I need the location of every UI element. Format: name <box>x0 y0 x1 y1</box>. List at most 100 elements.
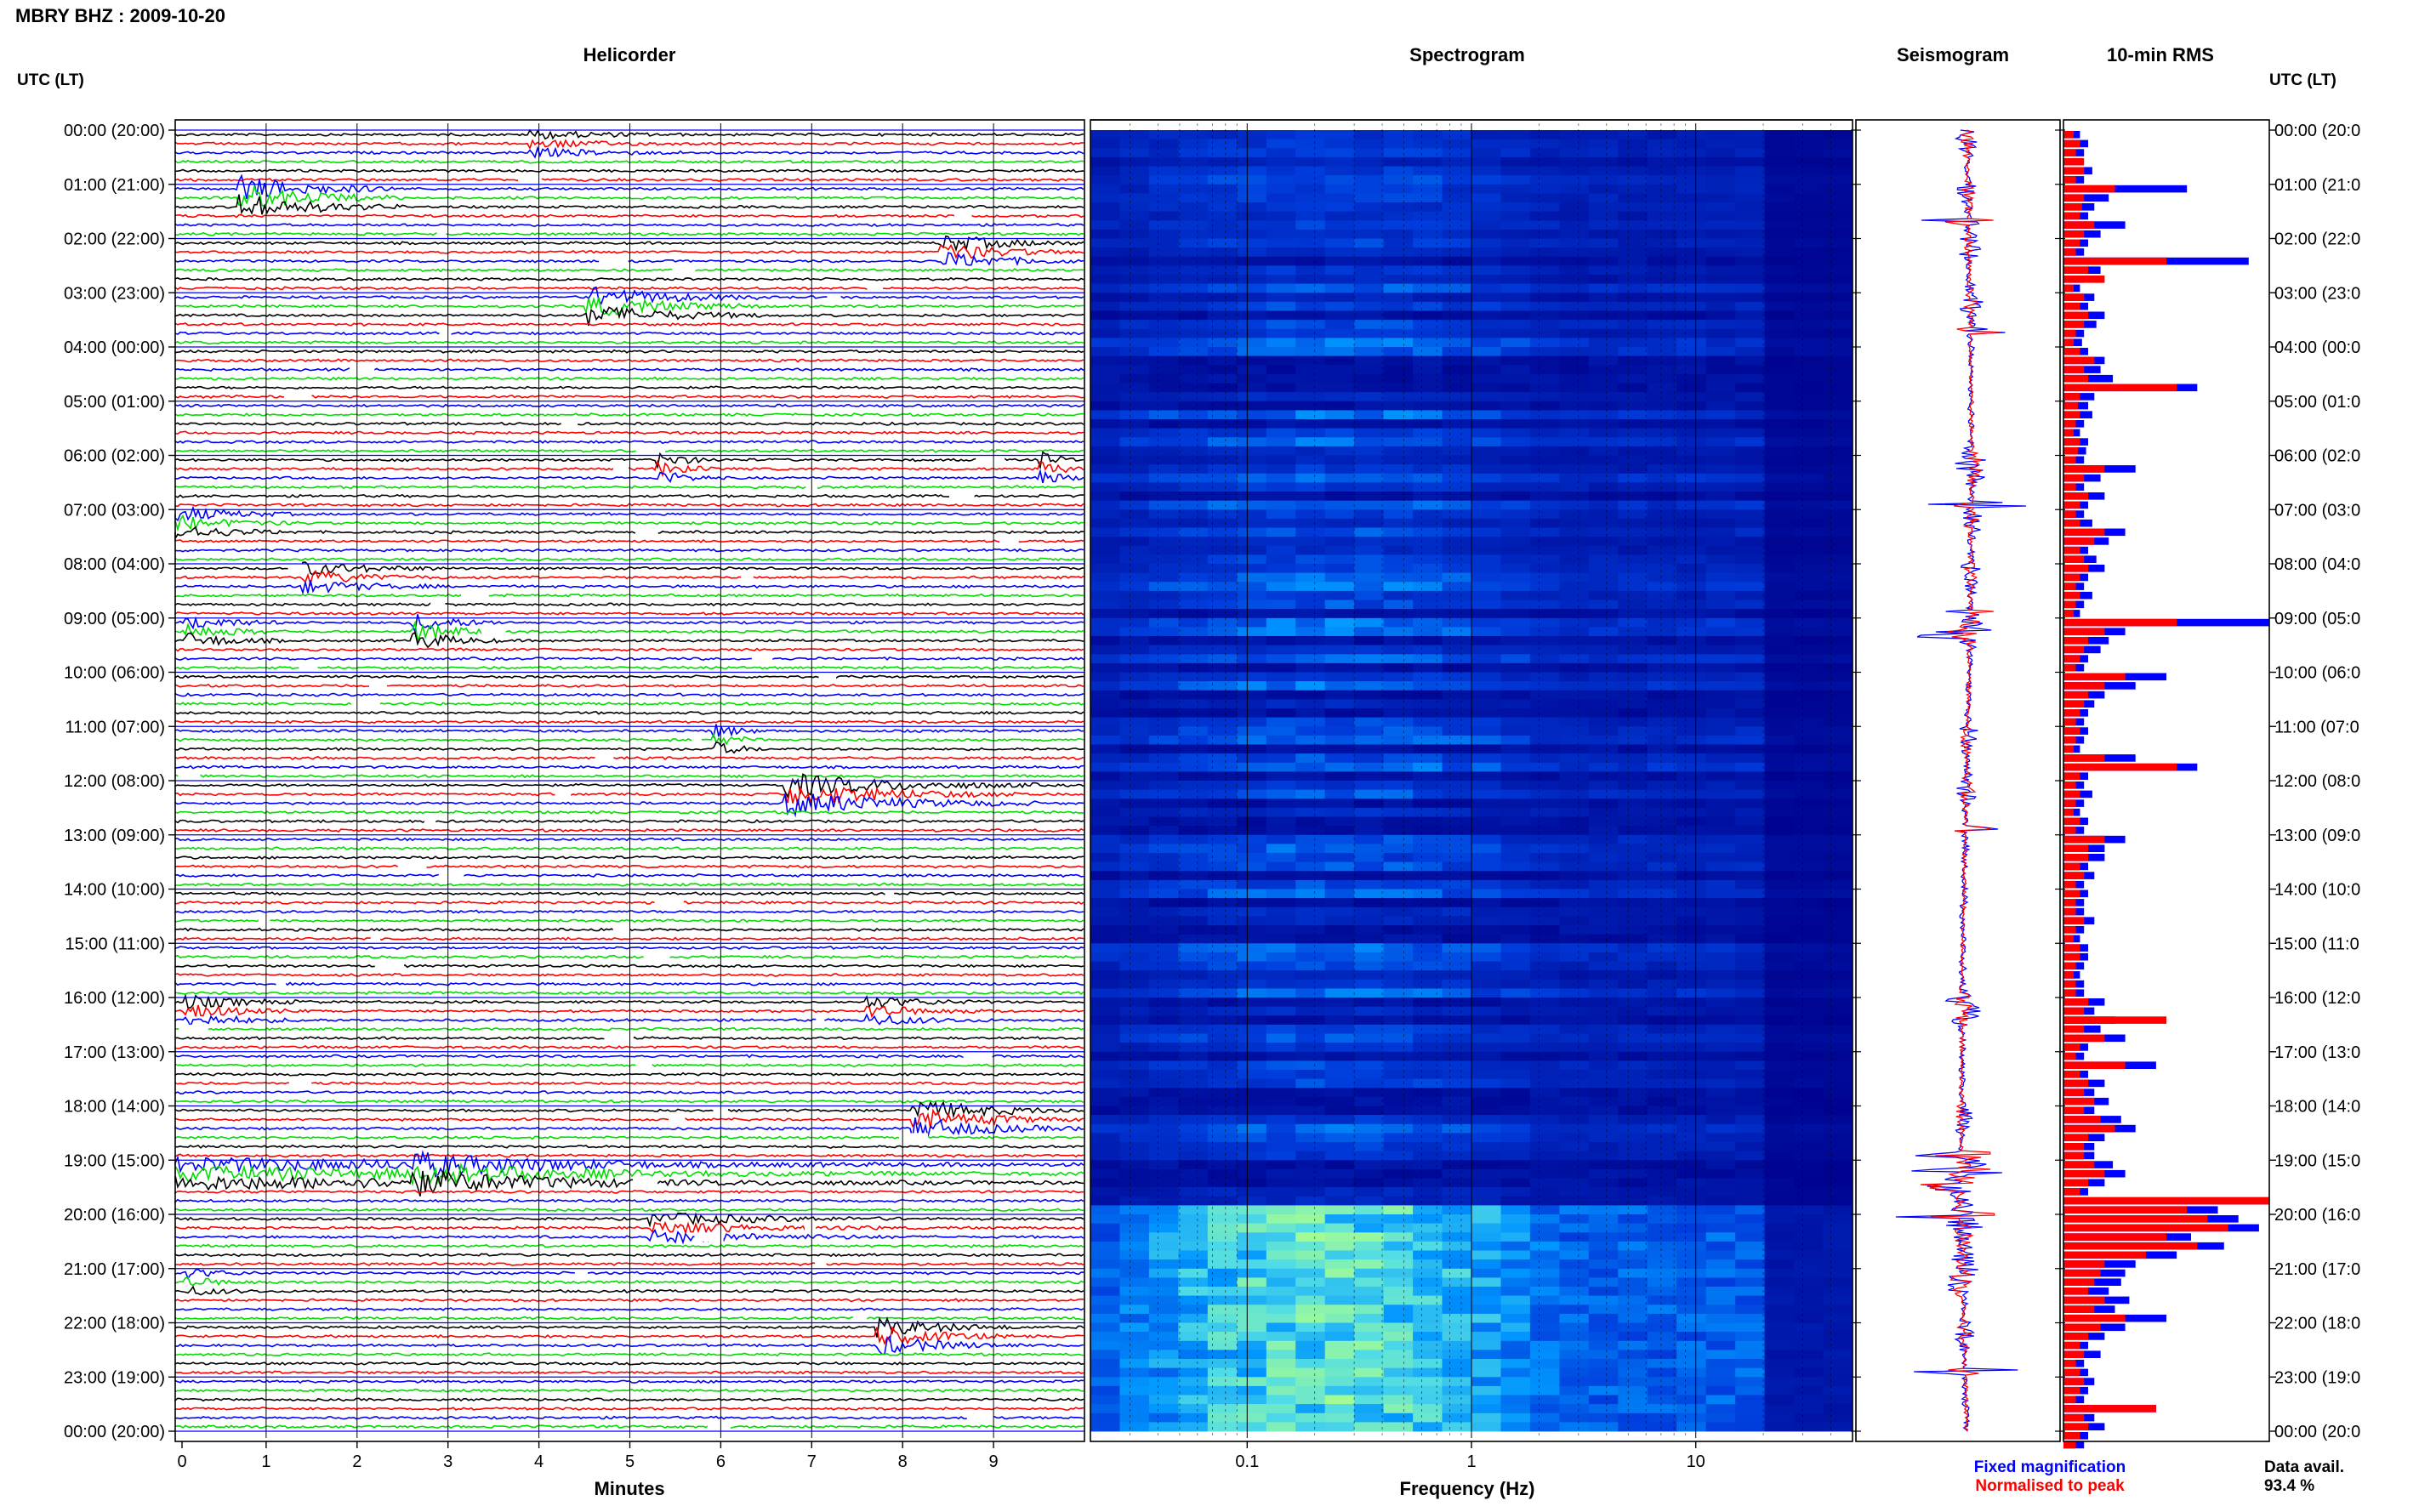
spectrogram-cell <box>1354 1196 1385 1206</box>
spectrogram-cell <box>1618 1232 1648 1242</box>
spectrogram-cell <box>1588 600 1619 610</box>
spectrogram-cell <box>1618 1015 1648 1026</box>
spectrogram-cell <box>1705 1295 1736 1305</box>
spectrogram-cell <box>1324 889 1355 899</box>
spectrogram-cell <box>1588 310 1619 321</box>
spectrogram-cell <box>1237 1359 1267 1368</box>
spectrogram-cell <box>1735 1322 1766 1333</box>
helicorder-trace-row <box>174 873 1084 878</box>
spectrogram-cell <box>1090 1250 1120 1260</box>
spectrogram-cell <box>1618 844 1648 854</box>
spectrogram-cell <box>1383 1168 1414 1179</box>
spectrogram-cell <box>1794 708 1824 718</box>
spectrogram-cell <box>1588 175 1619 185</box>
spectrogram-cell <box>1823 410 1853 420</box>
spectrogram-cell <box>1324 148 1355 158</box>
spectrogram-cell <box>1442 293 1472 303</box>
spectrogram-cell <box>1324 229 1355 239</box>
helicorder-data-gap <box>867 283 884 293</box>
spectrogram-cell <box>1618 1404 1648 1414</box>
spectrogram-cell <box>1090 781 1120 790</box>
spectrogram-cell <box>1178 690 1209 700</box>
spectrogram-cell <box>1559 1115 1590 1125</box>
spectrogram-cell <box>1588 437 1619 447</box>
spectrogram-cell <box>1794 156 1824 167</box>
spectrogram-cell <box>1764 1160 1795 1170</box>
rms-bar-normalised <box>2063 952 2080 961</box>
spectrogram-cell <box>1237 1232 1267 1242</box>
spectrogram-cell <box>1471 925 1501 935</box>
spectrogram-cell <box>1735 672 1766 682</box>
spectrogram-cell <box>1178 184 1209 194</box>
spectrogram-cell <box>1647 1322 1677 1333</box>
spectrogram-cell <box>1559 401 1590 411</box>
spectrogram-cell <box>1705 970 1736 981</box>
spectrogram-cell <box>1090 979 1120 989</box>
spectrogram-cell <box>1178 338 1209 348</box>
spectrogram-cell <box>1500 419 1531 429</box>
spectrogram-cell <box>1529 347 1560 356</box>
spectrogram-cell <box>1529 545 1560 555</box>
spectrogram-cell <box>1442 609 1472 619</box>
spectrogram-cell <box>1207 455 1238 465</box>
spectrogram-cell <box>1207 1413 1238 1423</box>
helicorder-trace-row <box>174 1063 1084 1068</box>
spectrogram-cell <box>1178 726 1209 736</box>
spectrogram-cell <box>1647 238 1677 248</box>
spectrogram-cell <box>1794 1413 1824 1423</box>
spectrogram-cell <box>1705 392 1736 402</box>
spectrogram-cell <box>1500 473 1531 483</box>
spectrogram-cell <box>1647 283 1677 293</box>
spectrogram-cell <box>1618 979 1648 989</box>
spectrogram-cell <box>1529 139 1560 149</box>
spectrogram-cell <box>1148 184 1179 194</box>
spectrogram-cell <box>1090 293 1120 303</box>
frequency-tick-label: 0.1 <box>1235 1452 1259 1471</box>
spectrogram-cell <box>1676 320 1707 330</box>
spectrogram-cell <box>1618 735 1648 745</box>
spectrogram-cell <box>1207 328 1238 338</box>
spectrogram-cell <box>1119 1051 1150 1061</box>
spectrogram-cell <box>1148 238 1179 248</box>
spectrogram-cell <box>1794 238 1824 248</box>
rms-bar-normalised <box>2063 1061 2126 1069</box>
spectrogram-cell <box>1237 229 1267 239</box>
helicorder-trace-row <box>174 1316 1084 1338</box>
spectrogram-cell <box>1207 437 1238 447</box>
rms-bar-normalised <box>2063 139 2080 148</box>
spectrogram-cell <box>1705 654 1736 664</box>
spectrogram-cell <box>1529 799 1560 809</box>
spectrogram-cell <box>1764 572 1795 583</box>
spectrogram-cell <box>1119 437 1150 447</box>
spectrogram-cell <box>1676 545 1707 555</box>
left-hour-label: 04:00 (00:00) <box>64 338 165 357</box>
spectrogram-cell <box>1148 1024 1179 1034</box>
spectrogram-cell <box>1383 1070 1414 1079</box>
spectrogram-cell <box>1647 1043 1677 1053</box>
spectrogram-cell <box>1764 355 1795 366</box>
spectrogram-cell <box>1588 636 1619 645</box>
spectrogram-cell <box>1647 617 1677 628</box>
rms-bar-normalised <box>2063 754 2105 762</box>
spectrogram-cell <box>1647 717 1677 727</box>
spectrogram-cell <box>1823 347 1853 356</box>
spectrogram-cell <box>1354 1115 1385 1125</box>
spectrogram-cell <box>1383 1241 1414 1251</box>
spectrogram-cell <box>1295 1385 1326 1395</box>
spectrogram-cell <box>1354 735 1385 745</box>
spectrogram-cell <box>1383 681 1414 691</box>
spectrogram-cell <box>1090 609 1120 619</box>
spectrogram-cell <box>1500 1259 1531 1270</box>
spectrogram-cell <box>1588 889 1619 899</box>
spectrogram-cell <box>1413 771 1443 782</box>
spectrogram-cell <box>1354 600 1385 610</box>
helicorder-trace-row <box>174 900 1084 905</box>
spectrogram-cell <box>1237 934 1267 944</box>
spectrogram-cell <box>1618 338 1648 348</box>
spectrogram-cell <box>1119 373 1150 384</box>
spectrogram-cell <box>1442 328 1472 338</box>
spectrogram-cell <box>1823 781 1853 790</box>
spectrogram-cell <box>1588 1196 1619 1206</box>
spectrogram-cell <box>1764 726 1795 736</box>
spectrogram-cell <box>1266 826 1296 836</box>
